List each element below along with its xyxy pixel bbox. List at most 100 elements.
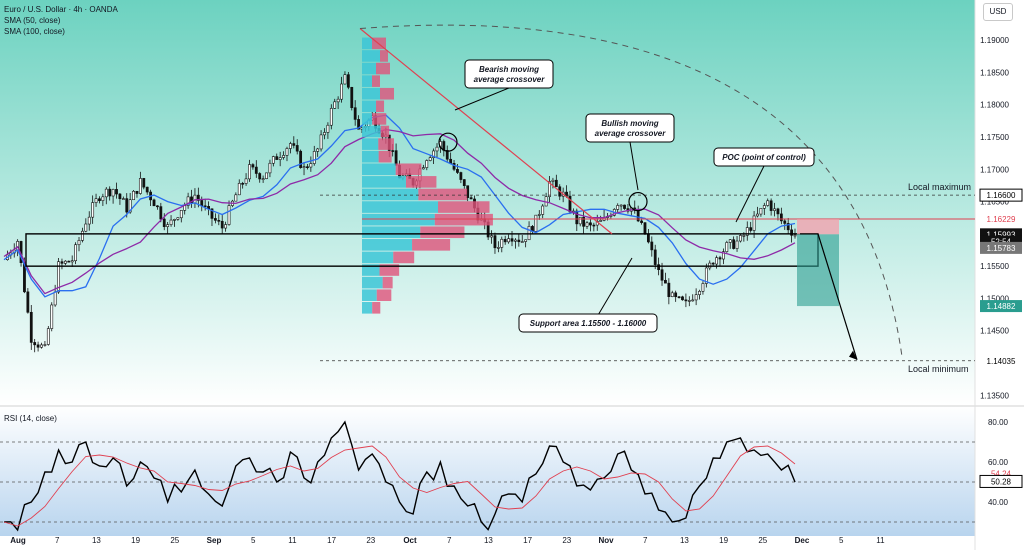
currency-button[interactable]: USD [983,3,1013,21]
candle-body [575,210,579,225]
candle-body [681,296,684,301]
vp-bar-up [362,50,380,62]
candle-body [623,204,626,209]
time-tick-label: 13 [484,536,493,545]
candle-body [346,74,350,88]
price-tick-label: 1.19000 [980,36,1009,45]
rsi-line [3,420,796,532]
candle-body [132,190,135,201]
candle-body [670,292,674,297]
candle-body [217,220,221,222]
candle-body [783,220,787,224]
candle-body [592,224,596,227]
candle-body [507,238,511,243]
candle-body [445,150,449,160]
rsi-ma-line [3,445,796,527]
price-tag-sma-bg [980,241,1022,254]
sma100-legend[interactable]: SMA (100, close) [4,27,65,36]
price-tick-label: 1.17000 [980,165,1009,174]
vp-bar-down [382,276,393,289]
candle-body [646,233,650,243]
price-tick-label: 1.15000 [980,294,1009,303]
volume-profile [362,37,493,314]
candle-body [115,189,118,195]
candle-body [657,264,661,270]
candle-body [213,218,217,221]
time-tick-label: 19 [131,536,140,545]
candle-body [353,107,357,120]
candle-body [108,188,112,197]
time-tick-label: Aug [10,536,26,545]
candle-body [159,206,163,220]
level-price-tag-bg [980,354,1022,367]
candle-body [684,299,688,302]
price-tick-label: 1.17500 [980,133,1009,142]
support-callout-text: Support area 1.15500 - 1.16000 [530,319,647,328]
price-tag-target: 1.14882 [987,302,1016,311]
candle-body [619,204,623,207]
candle-body [111,189,115,197]
candle-body [138,178,142,194]
rsi-tick-label: 40.00 [988,498,1009,507]
price-tick-label: 1.15500 [980,262,1009,271]
vp-bar-up [362,251,394,264]
candle-body [660,269,664,281]
candle-body [343,74,347,85]
candle-body [769,200,773,211]
candle-body [299,150,303,168]
candle-body [60,261,64,264]
candle-body [176,217,180,220]
candle-body [725,242,729,252]
candle-body [340,83,343,100]
vp-bar-down [372,75,381,87]
stop-loss-box [797,219,839,235]
bullish-callout-pointer [629,141,639,191]
candle-body [698,291,701,295]
candle-body [793,234,797,237]
candle-body [715,257,718,265]
vp-bar-up [362,226,421,239]
candle-body [762,205,766,209]
candle-body [722,251,725,260]
candle-body [766,200,770,206]
sma50-legend[interactable]: SMA (50, close) [4,16,61,25]
vp-bar-up [362,37,372,50]
candle-body [33,342,37,346]
bearish-callout-text: Bearish moving [479,65,539,74]
candle-body [585,222,589,227]
price-tick-label: 1.13500 [980,391,1009,400]
candle-body [326,124,330,133]
candle-body [128,199,132,213]
candle-body [203,205,207,208]
candle-body [70,260,74,263]
candle-body [756,213,759,217]
vp-bar-up [362,201,439,213]
candle-body [74,244,77,262]
candle-body [162,218,166,227]
candle-body [548,181,551,197]
price-tag-target-bg [980,300,1022,313]
vp-bar-up [362,138,379,150]
candle-body [196,194,200,201]
vp-bar-down [380,50,388,62]
vp-bar-down [412,239,451,251]
vp-bar-up [362,100,377,113]
candle-body [425,160,429,168]
candle-body [694,294,698,301]
candle-body [664,279,667,284]
candle-body [268,162,272,174]
rsi-tick-label: 60.00 [988,458,1009,467]
candle-body [288,143,292,149]
candle-body [735,240,739,249]
candle-body [295,145,299,152]
candle-body [258,173,262,180]
candle-body [718,257,722,260]
vp-bar-down [376,100,385,113]
vp-bar-down [378,150,392,163]
candle-body [551,179,555,182]
poc-callout-box [713,147,815,167]
candle-body [234,194,238,202]
vp-bar-down [380,87,395,100]
candle-body [510,238,514,242]
